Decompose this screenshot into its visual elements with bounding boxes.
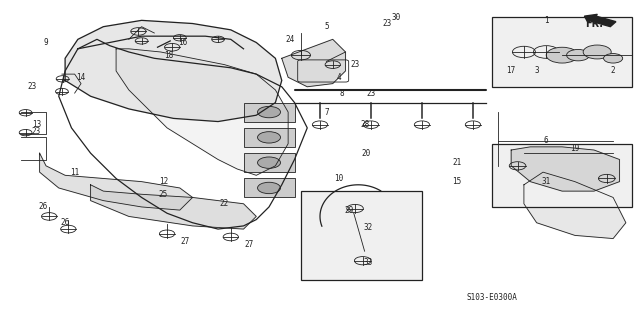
Circle shape	[583, 45, 611, 59]
Text: 24: 24	[285, 35, 294, 44]
Text: S103-E0300A: S103-E0300A	[467, 293, 517, 302]
Circle shape	[257, 157, 280, 168]
Text: 21: 21	[452, 158, 461, 167]
Text: 1: 1	[544, 16, 548, 25]
Circle shape	[257, 182, 280, 194]
Text: 17: 17	[506, 66, 516, 76]
Text: 25: 25	[158, 190, 167, 199]
Bar	[492, 17, 632, 87]
Bar	[244, 128, 294, 147]
Text: 2: 2	[611, 66, 616, 76]
Polygon shape	[116, 49, 288, 175]
Circle shape	[257, 132, 280, 143]
Text: 16: 16	[179, 38, 188, 47]
Bar	[244, 103, 294, 122]
Text: FR.: FR.	[586, 19, 604, 28]
Text: 5: 5	[324, 22, 329, 31]
Polygon shape	[524, 172, 626, 239]
FancyArrow shape	[584, 14, 616, 27]
Bar	[244, 178, 294, 197]
Text: 8: 8	[340, 89, 344, 98]
Text: 3: 3	[534, 66, 539, 76]
Text: 33: 33	[363, 258, 372, 267]
Polygon shape	[40, 153, 193, 210]
Text: 9: 9	[44, 38, 48, 47]
Text: 11: 11	[70, 168, 79, 177]
Text: 7: 7	[324, 108, 329, 116]
Text: 13: 13	[32, 120, 41, 129]
Text: 22: 22	[220, 199, 229, 208]
Text: 23: 23	[32, 127, 41, 136]
Circle shape	[566, 49, 589, 61]
Circle shape	[604, 54, 623, 63]
Bar	[301, 191, 422, 280]
Text: 26: 26	[61, 218, 70, 227]
Text: 26: 26	[38, 203, 47, 211]
Text: 27: 27	[180, 237, 189, 246]
Text: 20: 20	[362, 149, 371, 158]
Text: 32: 32	[363, 223, 372, 232]
Text: 23: 23	[382, 19, 392, 28]
Polygon shape	[511, 147, 620, 191]
Text: 15: 15	[452, 177, 461, 186]
Text: 23: 23	[351, 60, 360, 69]
Text: 12: 12	[159, 177, 168, 186]
Bar	[492, 144, 632, 207]
Text: 23: 23	[366, 89, 376, 98]
Polygon shape	[282, 39, 346, 87]
Circle shape	[546, 47, 578, 63]
Polygon shape	[91, 185, 256, 229]
Text: 4: 4	[337, 73, 341, 82]
Text: 31: 31	[541, 177, 551, 186]
Bar	[244, 153, 294, 172]
Text: 18: 18	[164, 51, 173, 60]
Text: 6: 6	[544, 136, 548, 145]
Polygon shape	[65, 20, 282, 122]
Text: 29: 29	[344, 206, 353, 215]
Text: 30: 30	[392, 13, 401, 22]
Circle shape	[257, 106, 280, 118]
Text: 28: 28	[360, 120, 369, 129]
Text: 10: 10	[335, 174, 344, 183]
Text: 23: 23	[28, 82, 36, 91]
Text: 27: 27	[244, 241, 253, 249]
Text: 19: 19	[570, 144, 579, 153]
Text: 14: 14	[76, 73, 86, 82]
